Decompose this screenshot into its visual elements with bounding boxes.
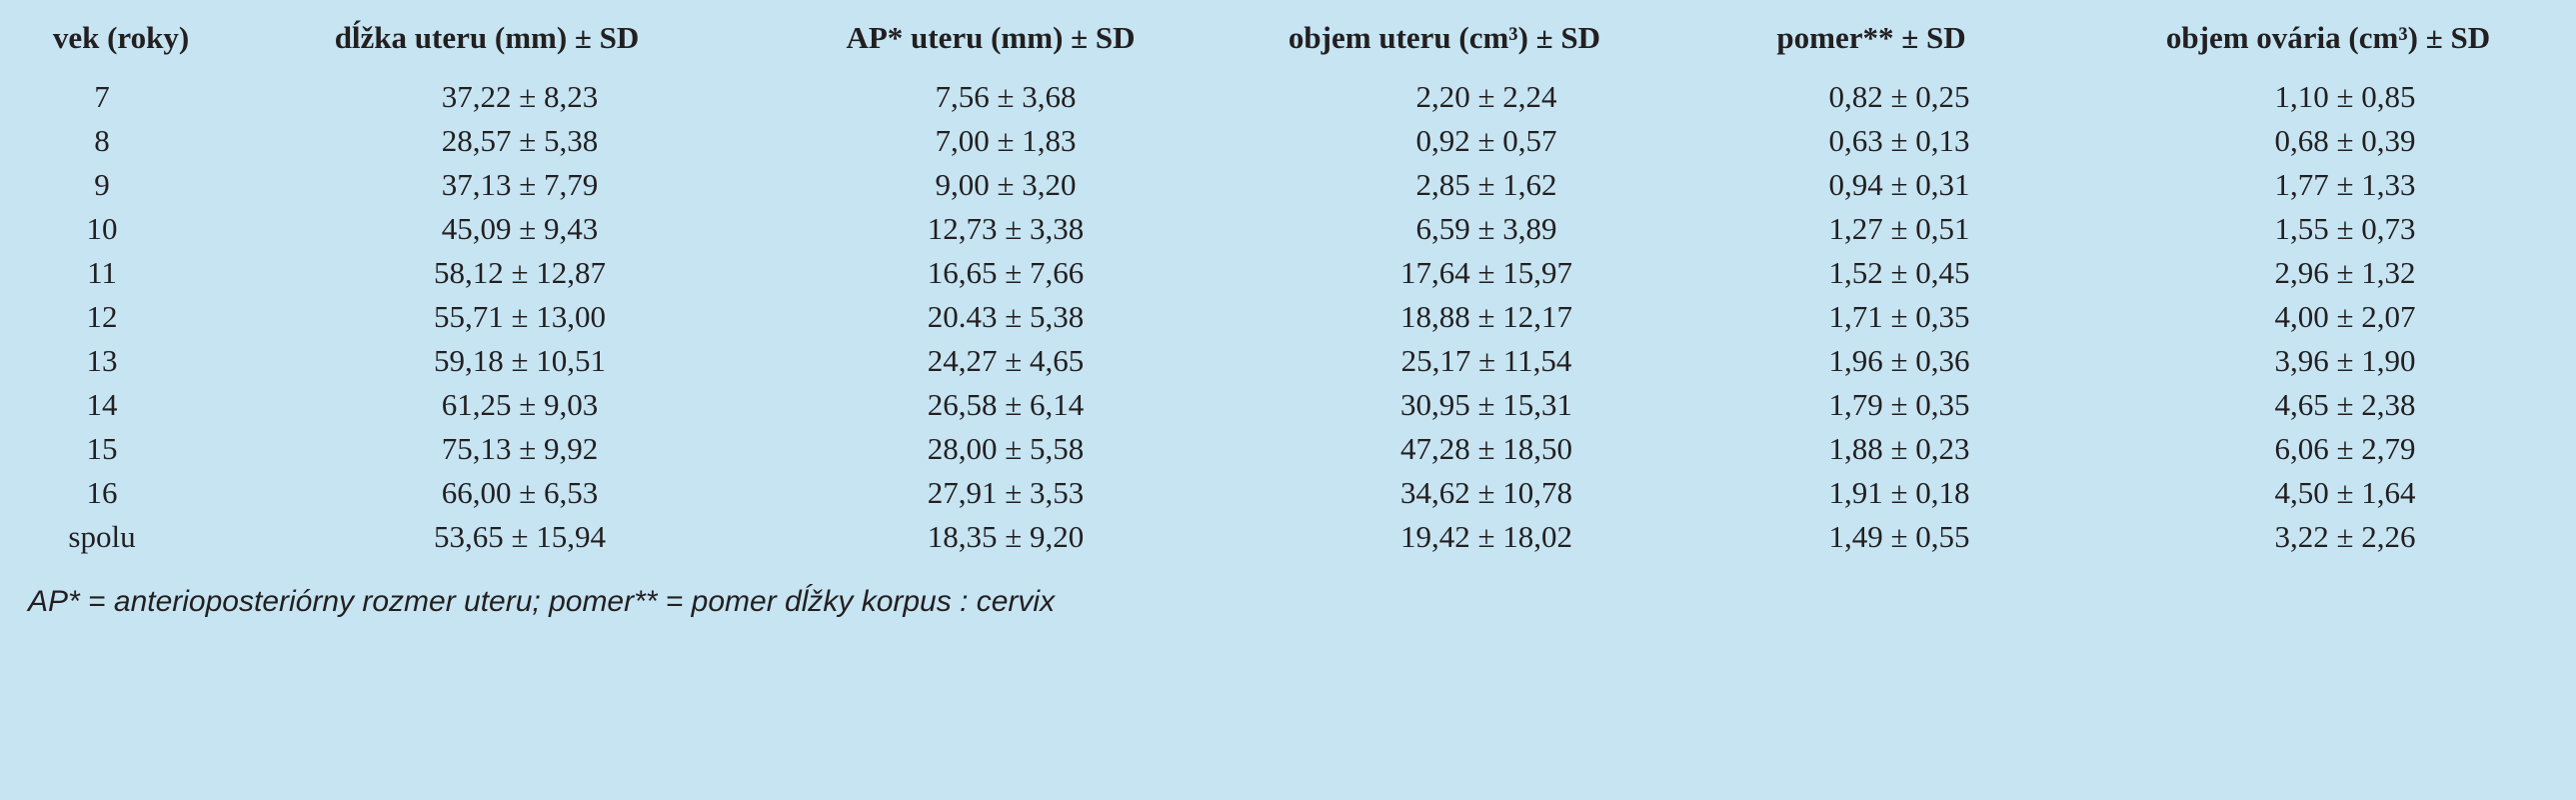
table-cell: 0,92 ± 0,57: [1415, 123, 1557, 158]
table-cell: 3,22 ± 2,26: [2274, 519, 2416, 554]
column-header: objem uteru (cm³) ± SD: [1288, 20, 1601, 55]
table-cell: 66,00 ± 6,53: [441, 475, 599, 510]
table-cell: 28,57 ± 5,38: [441, 123, 599, 158]
table-cell: 20.43 ± 5,38: [927, 299, 1085, 334]
row-label: 13: [86, 343, 118, 378]
table-cell: 4,65 ± 2,38: [2274, 387, 2416, 422]
table-cell: 1,52 ± 0,45: [1828, 255, 1970, 290]
table-cell: 45,09 ± 9,43: [441, 211, 599, 246]
table-cell: 1,10 ± 0,85: [2274, 79, 2416, 114]
table-cell: 0,82 ± 0,25: [1828, 79, 1970, 114]
table-cell: 9,00 ± 3,20: [935, 167, 1077, 202]
table-cell: 12,73 ± 3,38: [927, 211, 1085, 246]
table-cell: 26,58 ± 6,14: [927, 387, 1085, 422]
column-header: vek (roky): [52, 20, 190, 55]
table-cell: 30,95 ± 15,31: [1399, 387, 1573, 422]
column-header: objem ovária (cm³) ± SD: [2165, 20, 2491, 55]
table-cell: 58,12 ± 12,87: [433, 255, 607, 290]
table-cell: 1,77 ± 1,33: [2274, 167, 2416, 202]
table-cell: 4,00 ± 2,07: [2274, 299, 2416, 334]
table-cell: 53,65 ± 15,94: [433, 519, 607, 554]
column-header: dĺžka uteru (mm) ± SD: [334, 20, 640, 55]
table-cell: 18,88 ± 12,17: [1399, 299, 1573, 334]
footnote: AP* = anterioposteriórny rozmer uteru; p…: [28, 585, 1056, 618]
row-label: 12: [86, 299, 118, 334]
table-cell: 27,91 ± 3,53: [927, 475, 1085, 510]
table-cell: 1,27 ± 0,51: [1828, 211, 1970, 246]
table-cell: 6,06 ± 2,79: [2274, 431, 2416, 466]
table-cell: 3,96 ± 1,90: [2274, 343, 2416, 378]
table-cell: 1,91 ± 0,18: [1828, 475, 1970, 510]
column-header: pomer** ± SD: [1776, 20, 1966, 55]
table-cell: 37,22 ± 8,23: [441, 79, 599, 114]
table-cell: 47,28 ± 18,50: [1399, 431, 1573, 466]
table-cell: 1,88 ± 0,23: [1828, 431, 1970, 466]
row-label: 10: [86, 211, 118, 246]
row-label: 9: [94, 167, 110, 202]
table-cell: 2,96 ± 1,32: [2274, 255, 2416, 290]
table-cell: 75,13 ± 9,92: [441, 431, 599, 466]
table-cell: 61,25 ± 9,03: [441, 387, 599, 422]
table-cell: 55,71 ± 13,00: [433, 299, 607, 334]
row-label: 15: [86, 431, 118, 466]
row-label: spolu: [68, 519, 136, 554]
table-cell: 0,63 ± 0,13: [1828, 123, 1970, 158]
table-cell: 28,00 ± 5,58: [927, 431, 1085, 466]
row-label: 11: [87, 255, 117, 290]
table-cell: 2,85 ± 1,62: [1415, 167, 1557, 202]
row-label: 8: [94, 123, 110, 158]
table-cell: 59,18 ± 10,51: [433, 343, 607, 378]
row-label: 16: [86, 475, 118, 510]
table-cell: 34,62 ± 10,78: [1399, 475, 1573, 510]
table-cell: 17,64 ± 15,97: [1399, 255, 1573, 290]
table-cell: 7,00 ± 1,83: [935, 123, 1077, 158]
table-cell: 16,65 ± 7,66: [927, 255, 1085, 290]
table-cell: 1,79 ± 0,35: [1828, 387, 1970, 422]
table-cell: 24,27 ± 4,65: [927, 343, 1085, 378]
row-label: 14: [86, 387, 118, 422]
table-cell: 0,94 ± 0,31: [1828, 167, 1970, 202]
row-label: 7: [94, 79, 110, 114]
table-cell: 7,56 ± 3,68: [935, 79, 1077, 114]
table-cell: 1,49 ± 0,55: [1828, 519, 1970, 554]
table-cell: 0,68 ± 0,39: [2274, 123, 2416, 158]
table-cell: 19,42 ± 18,02: [1399, 519, 1573, 554]
table-cell: 2,20 ± 2,24: [1415, 79, 1557, 114]
table-cell: 4,50 ± 1,64: [2274, 475, 2416, 510]
table-cell: 1,71 ± 0,35: [1828, 299, 1970, 334]
table-cell: 37,13 ± 7,79: [441, 167, 599, 202]
table-cell: 18,35 ± 9,20: [927, 519, 1085, 554]
table-cell: 6,59 ± 3,89: [1415, 211, 1557, 246]
table-cell: 1,55 ± 0,73: [2274, 211, 2416, 246]
table-cell: 1,96 ± 0,36: [1828, 343, 1970, 378]
table-cell: 25,17 ± 11,54: [1400, 343, 1572, 378]
column-header: AP* uteru (mm) ± SD: [846, 20, 1136, 55]
